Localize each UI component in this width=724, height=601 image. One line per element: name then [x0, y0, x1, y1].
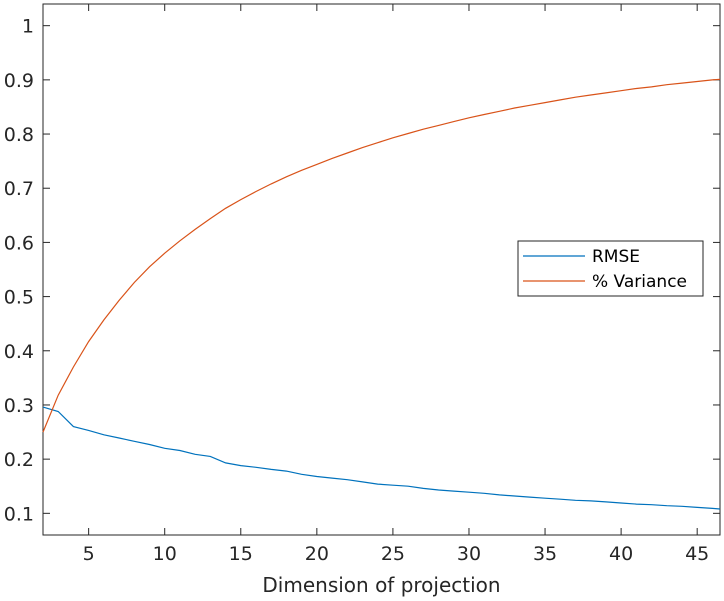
- legend-entry-label: RMSE: [592, 247, 640, 267]
- y-tick-label: 0.2: [4, 449, 34, 471]
- y-tick-label: 0.5: [4, 287, 34, 309]
- x-tick-label: 25: [381, 543, 405, 565]
- x-axis-label: Dimension of projection: [262, 573, 500, 597]
- x-tick-label: 45: [685, 543, 709, 565]
- x-tick-label: 30: [457, 543, 481, 565]
- y-tick-label: 0.3: [4, 395, 34, 417]
- plot-area-frame: [42, 3, 721, 536]
- x-tick-label: 20: [305, 543, 329, 565]
- x-tick-label: 10: [153, 543, 177, 565]
- y-tick-label: 0.9: [4, 70, 34, 92]
- series-line-rmse: [42, 406, 721, 510]
- legend-entry-label: % Variance: [592, 272, 687, 292]
- y-tick-label: 0.6: [4, 232, 34, 254]
- axis-ticks: 5 10 15 20 25 30 35 40 45 0.1 0.2 0.3 0.4 0.5 0.6 0.7 0.…: [4, 4, 720, 565]
- y-tick-label: 0.8: [4, 124, 34, 146]
- y-tick-label: 0.7: [4, 178, 34, 200]
- series-line-variance: [42, 78, 721, 433]
- x-tick-label: 40: [609, 543, 633, 565]
- legend-box: [517, 240, 704, 297]
- x-tick-label: 15: [229, 543, 253, 565]
- x-tick-label: 35: [533, 543, 557, 565]
- y-tick-label: 0.1: [4, 503, 34, 525]
- y-tick-label: 0.4: [4, 341, 34, 363]
- x-tick-label: 5: [83, 543, 95, 565]
- series-layer: [42, 78, 721, 510]
- legend: RMSE % Variance: [517, 240, 704, 297]
- y-tick-label: 1: [22, 16, 34, 38]
